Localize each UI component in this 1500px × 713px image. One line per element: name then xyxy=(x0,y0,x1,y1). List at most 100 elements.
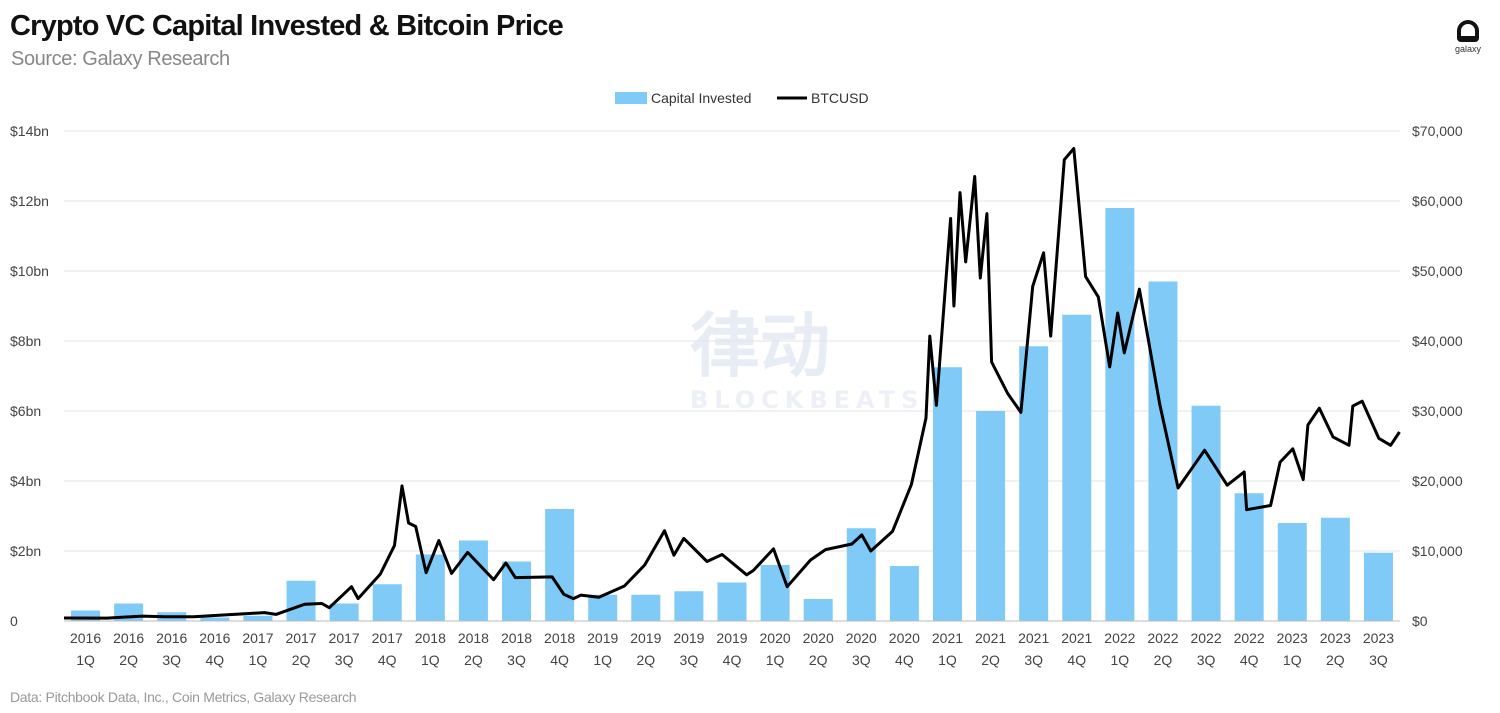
chart-title: Crypto VC Capital Invested & Bitcoin Pri… xyxy=(10,10,564,42)
chart-subtitle: Source: Galaxy Research xyxy=(11,48,230,70)
x-axis-tick-year: 2018 xyxy=(544,630,575,646)
galaxy-logo: galaxy xyxy=(1448,20,1488,54)
left-axis-tick: $6bn xyxy=(10,403,41,419)
bar-capital-invested xyxy=(1148,281,1178,621)
bar-capital-invested xyxy=(545,509,575,621)
x-axis-tick-quarter: 3Q xyxy=(335,652,354,668)
x-axis-tick-quarter: 3Q xyxy=(680,652,699,668)
x-axis-tick-year: 2016 xyxy=(156,630,187,646)
x-axis-tick-quarter: 2Q xyxy=(1326,652,1345,668)
bar-capital-invested xyxy=(846,528,876,621)
x-axis-tick-year: 2020 xyxy=(889,630,920,646)
x-axis-tick-year: 2023 xyxy=(1277,630,1308,646)
x-axis-tick-year: 2016 xyxy=(113,630,144,646)
x-axis-tick-quarter: 4Q xyxy=(378,652,397,668)
x-axis-tick-year: 2017 xyxy=(285,630,316,646)
x-axis-tick-year: 2017 xyxy=(242,630,273,646)
x-axis-tick-quarter: 1Q xyxy=(249,652,268,668)
bar-capital-invested xyxy=(1320,517,1350,621)
bar-capital-invested xyxy=(286,580,316,621)
x-axis-tick-year: 2021 xyxy=(975,630,1006,646)
x-axis-tick-quarter: 1Q xyxy=(938,652,957,668)
bar-capital-invested xyxy=(243,615,273,621)
x-axis-tick-quarter: 4Q xyxy=(1067,652,1086,668)
x-axis-tick-year: 2019 xyxy=(716,630,747,646)
x-axis-tick-quarter: 4Q xyxy=(205,652,224,668)
left-axis-tick: $12bn xyxy=(10,193,49,209)
left-axis-tick: 0 xyxy=(10,613,18,629)
bar-capital-invested xyxy=(1062,314,1092,621)
x-axis-tick-quarter: 4Q xyxy=(550,652,569,668)
x-axis-tick-year: 2022 xyxy=(1190,630,1221,646)
x-axis-tick-quarter: 4Q xyxy=(1240,652,1259,668)
x-axis-tick-quarter: 3Q xyxy=(1197,652,1216,668)
legend-label-btcusd: BTCUSD xyxy=(811,90,869,106)
right-axis-tick: $50,000 xyxy=(1412,263,1463,279)
x-axis-tick-quarter: 2Q xyxy=(464,652,483,668)
left-axis-tick: $14bn xyxy=(10,123,49,139)
bar-capital-invested xyxy=(588,594,618,621)
left-axis-tick: $8bn xyxy=(10,333,41,349)
right-axis-tick: $0 xyxy=(1412,613,1428,629)
btcusd-line xyxy=(63,147,1401,620)
legend-label-capital-invested: Capital Invested xyxy=(651,90,751,106)
x-axis-tick-quarter: 1Q xyxy=(593,652,612,668)
x-axis-tick-quarter: 1Q xyxy=(76,652,95,668)
x-axis-tick-year: 2021 xyxy=(1061,630,1092,646)
x-axis-tick-quarter: 1Q xyxy=(1111,652,1130,668)
bar-capital-invested xyxy=(760,565,790,621)
x-axis-tick-quarter: 3Q xyxy=(1369,652,1388,668)
legend-swatch-capital-invested xyxy=(615,92,647,104)
right-axis-tick: $60,000 xyxy=(1412,193,1463,209)
right-axis-tick: $40,000 xyxy=(1412,333,1463,349)
galaxy-logo-icon xyxy=(1457,20,1479,42)
x-axis-tick-year: 2020 xyxy=(803,630,834,646)
x-axis-tick-year: 2020 xyxy=(760,630,791,646)
x-axis-tick-quarter: 2Q xyxy=(636,652,655,668)
bar-capital-invested xyxy=(674,591,704,621)
left-axis-tick: $4bn xyxy=(10,473,41,489)
x-axis-tick-year: 2021 xyxy=(932,630,963,646)
bar-capital-invested xyxy=(717,582,747,621)
bar-capital-invested xyxy=(329,603,359,621)
bar-capital-invested xyxy=(1363,552,1393,621)
bar-capital-invested xyxy=(889,566,919,621)
x-axis-tick-year: 2018 xyxy=(501,630,532,646)
x-axis-tick-year: 2023 xyxy=(1320,630,1351,646)
data-source-note: Data: Pitchbook Data, Inc., Coin Metrics… xyxy=(10,689,357,705)
x-axis-tick-quarter: 3Q xyxy=(1024,652,1043,668)
right-axis-tick: $70,000 xyxy=(1412,123,1463,139)
left-axis-tick: $10bn xyxy=(10,263,49,279)
right-axis-tick: $10,000 xyxy=(1412,543,1463,559)
x-axis-tick-quarter: 3Q xyxy=(852,652,871,668)
bar-capital-invested xyxy=(71,610,101,621)
x-axis-tick-quarter: 1Q xyxy=(766,652,785,668)
x-axis-tick-quarter: 4Q xyxy=(723,652,742,668)
x-axis-tick-quarter: 2Q xyxy=(292,652,311,668)
x-axis-tick-quarter: 1Q xyxy=(1283,652,1302,668)
x-axis-tick-year: 2017 xyxy=(329,630,360,646)
x-axis-tick-year: 2020 xyxy=(846,630,877,646)
x-axis-tick-year: 2022 xyxy=(1104,630,1135,646)
x-axis-tick-year: 2017 xyxy=(372,630,403,646)
bar-capital-invested xyxy=(1191,405,1221,621)
x-axis-tick-quarter: 3Q xyxy=(507,652,526,668)
bar-capital-invested xyxy=(1234,493,1264,621)
watermark-sub: BLOCKBEATS xyxy=(690,386,924,414)
bar-capital-invested xyxy=(200,617,230,621)
right-axis-tick: $30,000 xyxy=(1412,403,1463,419)
x-axis-tick-quarter: 2Q xyxy=(809,652,828,668)
x-axis-tick-year: 2022 xyxy=(1147,630,1178,646)
x-axis-tick-quarter: 2Q xyxy=(981,652,1000,668)
x-axis-tick-year: 2016 xyxy=(199,630,230,646)
x-axis-tick-year: 2016 xyxy=(70,630,101,646)
x-axis-tick-year: 2021 xyxy=(1018,630,1049,646)
logo-text: galaxy xyxy=(1454,44,1481,54)
x-axis-tick-quarter: 2Q xyxy=(1154,652,1173,668)
x-axis-tick-year: 2022 xyxy=(1234,630,1265,646)
x-axis-tick-quarter: 2Q xyxy=(119,652,138,668)
left-axis-tick: $2bn xyxy=(10,543,41,559)
bar-capital-invested xyxy=(976,411,1006,621)
bar-capital-invested xyxy=(803,598,833,621)
